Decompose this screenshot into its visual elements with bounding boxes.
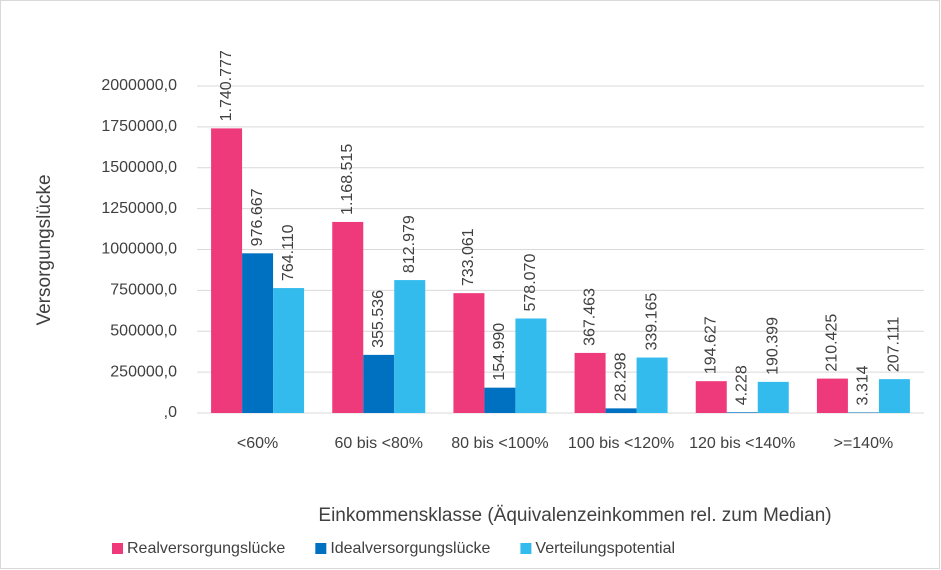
bar [816,378,848,413]
data-label: 339.165 [643,293,660,351]
data-label: 1.740.777 [218,50,235,121]
y-tick-label: ,0 [164,404,177,421]
legend-label: Verteilungspotential [535,540,675,557]
bar [695,381,727,413]
bar [363,354,395,413]
y-tick-label: 750000,0 [110,282,177,299]
x-tick-label: 60 bis <80% [334,435,423,452]
bar [605,408,637,413]
y-tick-label: 250000,0 [110,363,177,380]
x-tick-label: 100 bis <120% [567,435,675,452]
y-axis-title: Versorgungslücke [34,174,55,325]
x-tick-label: 80 bis <100% [451,435,549,452]
bar [878,379,910,413]
data-label: 190.399 [764,317,781,375]
data-label: 578.070 [522,254,539,312]
y-tick-label: 1750000,0 [101,118,177,135]
x-axis-title: Einkommensklasse (Äquivalenzeinkommen re… [318,505,831,526]
legend-swatch [520,543,532,554]
bar [847,412,879,413]
y-tick-label: 2000000,0 [101,77,177,94]
legend-swatch [112,543,123,554]
data-label: 733.061 [460,228,477,286]
y-tick-label: 1500000,0 [101,159,177,176]
bar [484,387,516,413]
data-label: 1.168.515 [339,144,356,215]
data-label: 976.667 [249,188,266,246]
bar [636,357,668,413]
y-tick-label: 500000,0 [110,322,177,339]
x-tick-label: 120 bis <140% [689,435,796,452]
data-label: 154.990 [491,323,508,381]
x-tick-label: >=140% [833,435,894,452]
bar [574,352,606,413]
bar [726,412,758,413]
data-label: 367.463 [581,288,598,346]
data-label: 28.298 [612,352,629,401]
legend-swatch [315,543,327,554]
bar [273,288,305,413]
y-tick-label: 1000000,0 [101,241,177,258]
data-label: 764.110 [280,224,297,281]
bar [394,280,426,413]
data-label: 4.228 [733,365,750,405]
bar [332,221,364,413]
bar [515,318,547,413]
bar [453,293,485,413]
data-label: 194.627 [702,316,719,374]
legend-label: Idealversorgungslücke [330,540,490,557]
bar [211,128,243,413]
legend-label: Realversorgungslücke [127,540,285,557]
bar [757,381,789,413]
bar [242,253,274,413]
x-tick-label: <60% [236,435,279,452]
data-label: 3.314 [855,365,872,405]
y-tick-label: 1250000,0 [101,200,177,217]
data-label: 210.425 [824,314,841,372]
data-label: 355.536 [370,290,387,348]
data-label: 207.111 [886,317,903,373]
data-label: 812.979 [401,215,418,273]
